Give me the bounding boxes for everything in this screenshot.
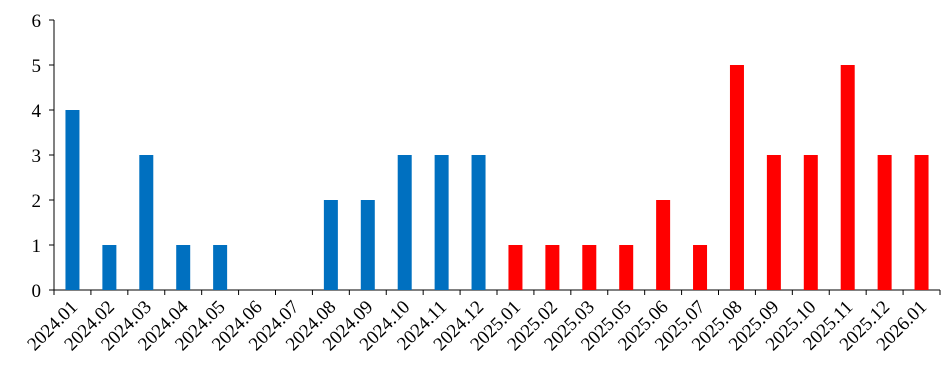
y-tick-label: 4: [32, 101, 42, 122]
bar-2025-05: [619, 245, 634, 290]
bar-2024-04: [176, 245, 191, 290]
y-tick-label: 5: [32, 56, 42, 77]
y-axis: 0 1 2 3 4 5 6: [32, 11, 55, 302]
y-tick-label: 6: [32, 11, 42, 32]
y-tick-label: 3: [32, 146, 42, 167]
bar-2025-03: [582, 245, 597, 290]
bar-2025-02: [545, 245, 560, 290]
bar-2024-05: [213, 245, 228, 290]
bar-2025-01: [508, 245, 523, 290]
bar-2025-12: [877, 155, 892, 290]
bar-2025-10: [803, 155, 818, 290]
y-tick-label: 1: [32, 236, 42, 257]
bar-2024-03: [139, 155, 154, 290]
bar-2025-07: [693, 245, 708, 290]
bar-2025-11: [840, 65, 855, 290]
bars: [65, 65, 929, 290]
bar-2025-08: [729, 65, 744, 290]
bar-2024-09: [360, 200, 375, 290]
bar-2026-01: [914, 155, 929, 290]
bar-2024-10: [397, 155, 412, 290]
bar-2024-02: [102, 245, 117, 290]
bar-2024-08: [323, 200, 338, 290]
bar-2025-09: [766, 155, 781, 290]
bar-2024-12: [471, 155, 486, 290]
bar-2025-06: [656, 200, 671, 290]
bar-2024-11: [434, 155, 449, 290]
y-tick-label: 2: [32, 191, 42, 212]
x-axis: 2024.012024.022024.032024.042024.052024.…: [23, 289, 941, 355]
y-tick-label: 0: [32, 281, 42, 302]
bar-2024-01: [65, 110, 80, 290]
